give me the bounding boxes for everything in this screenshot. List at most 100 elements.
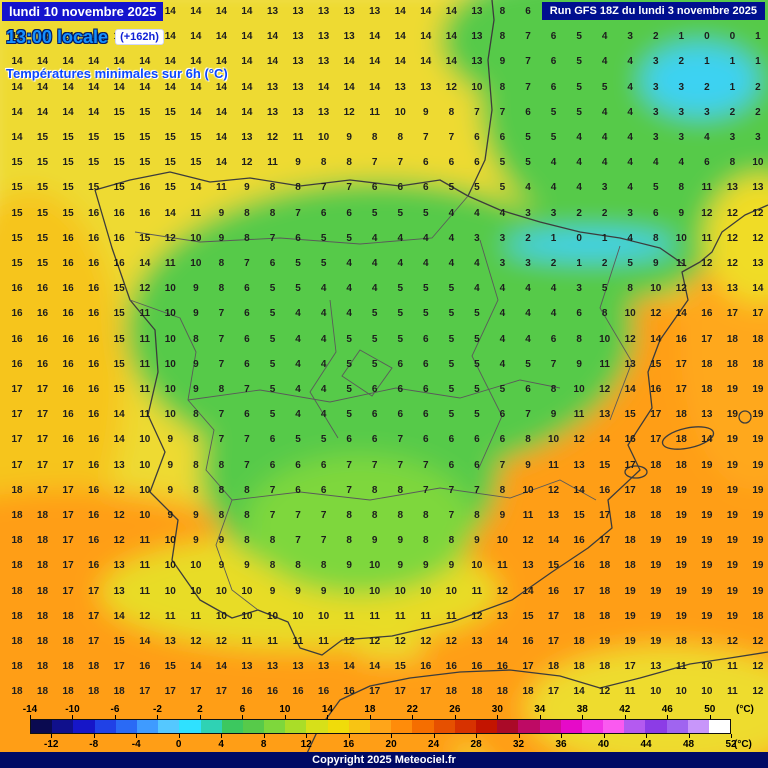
temp-value: 15 — [139, 157, 151, 169]
temp-value: 13 — [164, 636, 176, 647]
temp-value: 4 — [704, 132, 710, 143]
temp-value: 14 — [445, 56, 457, 68]
temp-value: 4 — [397, 258, 404, 269]
temp-value: 3 — [678, 132, 685, 143]
temp-value: 10 — [650, 283, 662, 295]
temp-value: 6 — [423, 358, 429, 370]
temp-value: 17 — [420, 686, 432, 698]
valid-time-label: 13:00 locale (+162h) — [6, 27, 164, 48]
temp-value: 11 — [190, 610, 202, 622]
colorbar-label-bottom: 28 — [470, 739, 482, 750]
temp-value: 11 — [165, 258, 176, 269]
temp-value: 13 — [318, 56, 330, 68]
temp-value: 16 — [266, 686, 279, 698]
colorbar-tick — [731, 734, 732, 738]
temp-value: 13 — [701, 636, 713, 647]
temp-value: 6 — [448, 434, 455, 446]
temp-value: 12 — [113, 510, 125, 521]
temp-value: 11 — [318, 636, 329, 647]
temp-value: 3 — [652, 81, 659, 93]
temp-value: 17 — [215, 686, 227, 698]
temp-value: 9 — [346, 560, 352, 572]
temp-value: 7 — [423, 132, 429, 143]
temp-value: 6 — [371, 384, 378, 395]
temp-value: 19 — [675, 610, 687, 622]
temp-value: 11 — [701, 182, 713, 194]
temp-value: 12 — [752, 232, 764, 244]
temp-value: 8 — [397, 510, 404, 521]
temp-value: 9 — [269, 585, 276, 597]
temp-value: 10 — [164, 308, 176, 320]
temp-value: 10 — [394, 106, 406, 118]
temp-value: 13 — [343, 31, 355, 43]
temp-value: 13 — [726, 283, 738, 295]
temp-value: 2 — [678, 56, 685, 68]
temp-value: 14 — [113, 409, 125, 421]
colorbar-label-bottom: 32 — [513, 739, 525, 750]
temp-value: 14 — [266, 56, 279, 68]
temp-value: 5 — [346, 333, 352, 345]
temp-value: 1 — [755, 56, 761, 68]
temp-value: 5 — [423, 207, 429, 219]
temp-value: 9 — [550, 409, 557, 421]
temp-value: 8 — [525, 434, 531, 446]
temp-value: 10 — [394, 585, 406, 597]
temp-value: 18 — [36, 510, 49, 521]
temp-value: 7 — [525, 409, 531, 421]
temp-value: 19 — [675, 560, 687, 572]
colorbar-segment — [497, 720, 519, 733]
temp-value: 14 — [420, 56, 432, 68]
temp-value: 8 — [218, 283, 225, 295]
temp-value: 18 — [650, 459, 662, 471]
temp-value: 9 — [320, 585, 327, 597]
temp-value: 8 — [397, 132, 404, 143]
temp-value: 19 — [752, 434, 764, 446]
temp-value: 8 — [423, 535, 429, 547]
temp-value: 12 — [394, 636, 406, 647]
colorbar-label-top: -10 — [65, 704, 80, 715]
temp-value: 12 — [547, 484, 560, 496]
temp-value: 9 — [499, 56, 506, 68]
colorbar-segment — [264, 720, 286, 733]
temp-value: 15 — [88, 157, 100, 169]
temp-value: 16 — [88, 535, 100, 547]
colorbar-segment — [52, 720, 74, 733]
temp-value: 7 — [244, 459, 250, 471]
temp-value: 16 — [88, 384, 100, 395]
colorbar-label-top: 2 — [197, 704, 203, 715]
temp-value: 17 — [573, 585, 585, 597]
temp-value: 5 — [320, 258, 327, 269]
temp-value: 18 — [675, 409, 687, 421]
temp-value: 11 — [548, 459, 559, 471]
temp-value: 19 — [726, 409, 738, 421]
temp-value: 4 — [576, 132, 582, 143]
temp-value: 4 — [601, 157, 608, 169]
temp-value: 13 — [266, 106, 279, 118]
temp-value: 7 — [269, 232, 276, 244]
temp-value: 14 — [88, 31, 100, 43]
temp-value: 5 — [525, 157, 531, 169]
temp-value: 5 — [448, 409, 455, 421]
temp-value: 14 — [190, 182, 202, 194]
temp-value: 14 — [215, 31, 227, 43]
colorbar-tick — [72, 715, 74, 719]
temp-value: 6 — [371, 409, 378, 421]
temp-value: 7 — [423, 484, 429, 496]
temp-value: 10 — [139, 484, 151, 496]
temp-value: 18 — [650, 510, 662, 521]
temp-value: 10 — [471, 81, 483, 93]
temp-value: 15 — [62, 207, 74, 219]
temp-value: 0 — [576, 232, 582, 244]
temp-value: 8 — [678, 182, 685, 194]
temp-value: 18 — [496, 686, 508, 698]
temp-value: 18 — [675, 434, 687, 446]
temp-value: 18 — [11, 636, 23, 647]
temp-value: 18 — [113, 686, 125, 698]
temp-value: 8 — [499, 6, 506, 17]
temp-value: 6 — [550, 31, 557, 43]
colorbar-label-top: 30 — [491, 704, 503, 715]
colorbar-label-top: -6 — [110, 704, 120, 715]
temp-value: 14 — [241, 6, 253, 17]
temp-value: 14 — [522, 585, 534, 597]
